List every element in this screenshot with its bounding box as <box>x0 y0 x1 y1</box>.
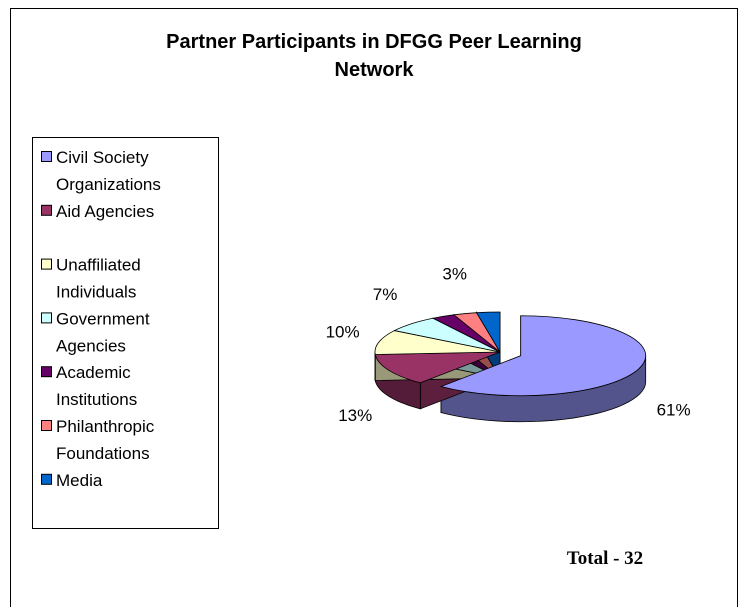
slice <box>439 315 647 397</box>
data-label: 61% <box>657 401 691 420</box>
legend-swatch <box>41 420 52 431</box>
legend-swatch <box>41 312 52 324</box>
legend-box <box>32 137 219 529</box>
legend-swatch <box>41 204 52 216</box>
chart-title: Partner Participants in DFGG Peer Learni… <box>166 31 582 81</box>
data-label: 3% <box>442 264 467 283</box>
pie-tops <box>374 311 647 397</box>
slice <box>475 311 501 354</box>
slice <box>374 351 501 384</box>
legend-swatch <box>41 258 52 270</box>
legend-label: Media <box>56 471 103 490</box>
legend-label: Aid Agencies <box>56 202 154 221</box>
legend-label: Unaffiliated Individuals <box>56 256 141 302</box>
legend-swatch <box>41 473 52 485</box>
legend-label: Philanthropic Foundations <box>56 417 155 463</box>
legend-label: Government Agencies <box>56 309 150 355</box>
slice <box>374 330 501 355</box>
data-label: 7% <box>373 285 398 304</box>
legend-swatch <box>41 151 52 162</box>
data-label: 13% <box>338 406 372 425</box>
annotation: Total - 32 <box>567 548 643 569</box>
data-label: 10% <box>326 323 360 342</box>
legend-swatch <box>41 366 52 378</box>
legend-label: Civil Society Organizations <box>56 148 161 194</box>
legend-label: Academic Institutions <box>56 363 137 409</box>
